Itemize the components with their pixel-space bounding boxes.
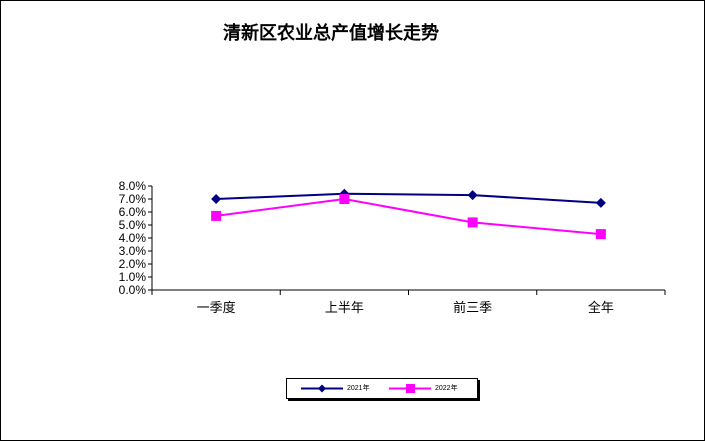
data-point-square bbox=[595, 229, 606, 240]
series-line-2022年 bbox=[215, 197, 601, 236]
legend-label-2021: 2021年 bbox=[347, 385, 370, 392]
y-tick-label: 8.0% bbox=[119, 179, 147, 193]
y-tick-label: 2.0% bbox=[119, 257, 147, 271]
series-line-2021年 bbox=[216, 192, 601, 204]
y-tick-label: 0.0% bbox=[119, 283, 147, 297]
legend-line-square-icon bbox=[389, 384, 431, 393]
y-tick-label: 1.0% bbox=[119, 270, 147, 284]
legend-label-2022: 2022年 bbox=[435, 385, 458, 392]
y-tick-label: 5.0% bbox=[119, 218, 147, 232]
data-point-diamond bbox=[211, 194, 222, 204]
legend-item-2021: 2021年 bbox=[301, 379, 381, 398]
chart-title: 清新区农业总产值增长走势 bbox=[223, 23, 439, 44]
data-point-square bbox=[339, 194, 350, 204]
legend-line-diamond-icon bbox=[301, 384, 343, 393]
legend: 2021年 2022年 bbox=[286, 378, 478, 399]
y-tick-label: 3.0% bbox=[119, 244, 147, 258]
data-point-square bbox=[467, 217, 478, 228]
y-tick-label: 6.0% bbox=[119, 205, 147, 219]
x-category-label: 上半年 bbox=[325, 301, 364, 316]
data-point-diamond bbox=[467, 190, 478, 201]
y-tick-label: 4.0% bbox=[119, 231, 147, 245]
legend-item-2022: 2022年 bbox=[389, 379, 471, 398]
data-point-diamond bbox=[595, 197, 606, 208]
x-category-label: 前三季 bbox=[453, 300, 492, 316]
x-category-label: 全年 bbox=[588, 300, 614, 316]
x-category-label: 一季度 bbox=[197, 300, 236, 316]
y-tick-label: 7.0% bbox=[119, 192, 147, 206]
data-point-square bbox=[211, 210, 222, 221]
